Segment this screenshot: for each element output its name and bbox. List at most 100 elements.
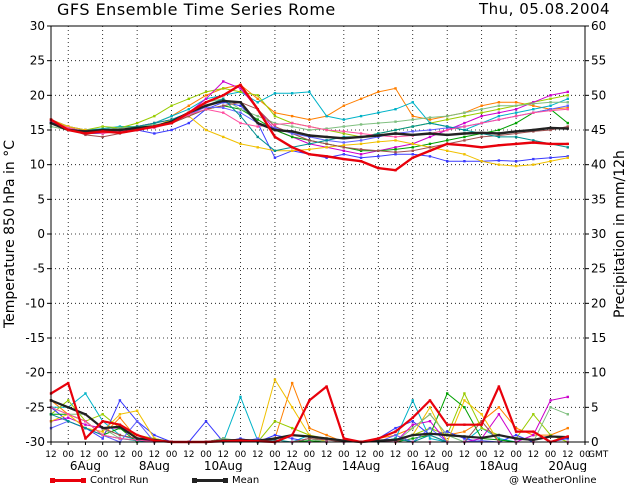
precip-member-line-point xyxy=(308,433,311,437)
temp-control-line-point xyxy=(497,144,501,147)
temp-member-line-point xyxy=(342,104,346,107)
temp-member-line-point xyxy=(222,106,225,110)
temp-member-line-point xyxy=(514,114,518,118)
legend-mean-label: Mean xyxy=(232,475,260,486)
temp-mean-line-point xyxy=(514,130,518,133)
temp-member-line-point xyxy=(84,133,87,137)
temp-member-line-point xyxy=(394,148,397,151)
temp-member-line-point xyxy=(325,139,328,142)
temp-control-line-point xyxy=(532,141,535,144)
x-date-label: 16Aug xyxy=(411,459,450,472)
temp-control-line-point xyxy=(394,169,397,172)
temp-member-line-point xyxy=(325,142,328,146)
x-tick-label: 00 xyxy=(304,450,316,460)
precip-member-line-point xyxy=(411,423,414,426)
temp-member-line-point xyxy=(394,108,397,111)
precip-member-line-point xyxy=(273,433,277,437)
temp-member-line-point xyxy=(290,149,294,152)
temp-member-line-point xyxy=(411,114,414,118)
x-tick-label: 00 xyxy=(441,450,453,460)
precip-member-line-point xyxy=(394,433,397,437)
x-tick-label: 12 xyxy=(459,450,470,460)
temp-member-line-point xyxy=(239,121,242,125)
temp-member-line-point xyxy=(273,111,277,114)
legend-mean: Mean xyxy=(192,475,259,486)
temp-member-line-point xyxy=(377,155,380,158)
precip-mean-line-point xyxy=(308,435,311,438)
precip-member-line-point xyxy=(239,395,242,399)
temp-member-line-point xyxy=(532,139,535,142)
temp-member-line-point xyxy=(187,104,191,107)
temp-mean-line-point xyxy=(411,133,414,137)
axes: 302520151050-5-10-15-20-25-3060555045403… xyxy=(2,19,628,472)
x-tick-label: 00 xyxy=(579,450,591,460)
temp-member-line-point xyxy=(428,142,432,146)
precip-member-line-point xyxy=(308,439,311,442)
temp-mean-line-point xyxy=(135,126,139,130)
precip-mean-line-point xyxy=(135,437,139,440)
x-tick-label: 12 xyxy=(183,450,194,460)
temp-member-line-point xyxy=(377,121,380,125)
temp-member-line-point xyxy=(411,146,414,149)
temp-control-line-point xyxy=(118,131,122,134)
temp-member-line-point xyxy=(256,97,259,100)
temp-member-line-point xyxy=(532,157,535,161)
precip-member-line-point xyxy=(480,413,483,416)
temp-member-line-point xyxy=(411,153,414,156)
y-right-tick-label: 5 xyxy=(591,400,599,414)
temp-member-line-point xyxy=(463,121,466,125)
x-tick-label: 12 xyxy=(45,450,56,460)
temp-member-line-point xyxy=(170,114,173,118)
temp-mean-line-point xyxy=(359,135,363,139)
temp-control-line-point xyxy=(222,94,225,97)
temp-member-line-point xyxy=(549,97,552,100)
precip-member-line-point xyxy=(101,433,104,437)
temp-member-line-point xyxy=(239,108,242,111)
precip-member-line-point xyxy=(532,413,535,416)
y-right-tick-label: 35 xyxy=(591,192,606,206)
temp-control-line-point xyxy=(428,149,432,152)
precip-member-line-point xyxy=(84,392,87,395)
temp-member-line-point xyxy=(187,121,191,125)
temp-member-line-point xyxy=(532,111,535,114)
precip-member-line-point xyxy=(497,406,501,409)
temp-member-line-point xyxy=(566,156,569,159)
precip-member-line-point xyxy=(480,426,483,430)
precip-mean-line-point xyxy=(514,437,518,440)
temp-member-line-point xyxy=(394,150,397,154)
precip-member-line-point xyxy=(135,420,139,423)
precip-member-line-point xyxy=(84,420,87,423)
precip-control-line-point xyxy=(480,423,483,426)
x-tick-label: 12 xyxy=(424,450,435,460)
precip-mean-line-point xyxy=(428,432,432,435)
temp-member-line-point xyxy=(204,105,208,109)
temp-member-line-point xyxy=(101,127,104,130)
precip-control-line-point xyxy=(377,437,380,440)
precip-control-line-point xyxy=(445,423,449,426)
temp-member-line-point xyxy=(549,104,552,107)
temp-mean-line-point xyxy=(273,128,277,132)
temp-control-line-point xyxy=(290,146,294,149)
precip-control-line-point xyxy=(463,423,466,426)
precip-member-line-point xyxy=(497,413,501,416)
x-tick-label: 00 xyxy=(200,450,212,460)
temp-member-line-point xyxy=(256,118,259,121)
precip-member-line-point xyxy=(566,395,569,399)
precip-member-line-point xyxy=(428,426,432,430)
precip-member-line-point xyxy=(497,438,501,442)
temp-member-line-point xyxy=(204,108,208,111)
temp-member-line-point xyxy=(480,114,483,118)
temp-member-line-point xyxy=(514,111,518,114)
precip-member-line-point xyxy=(549,433,552,437)
temp-mean-line-point xyxy=(84,130,87,133)
temp-mean-line-point xyxy=(101,128,104,132)
temp-member-line-point xyxy=(239,142,242,146)
x-unit-label: GMT xyxy=(588,450,609,460)
temp-member-line-point xyxy=(549,156,552,159)
temp-member-line-point xyxy=(273,92,277,95)
temp-member-line-point xyxy=(359,97,363,100)
y-right-tick-label: 30 xyxy=(591,227,606,241)
y-left-tick-label: -5 xyxy=(33,262,45,276)
precip-member-line-point xyxy=(101,413,104,416)
temp-member-line-point xyxy=(463,153,466,156)
